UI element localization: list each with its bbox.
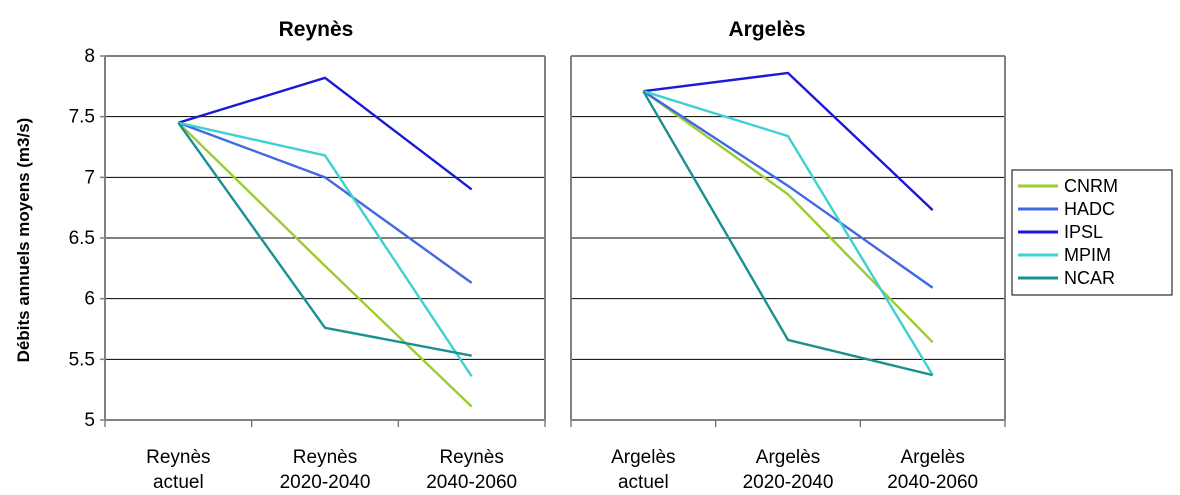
x-tick-label: Reynès — [146, 447, 210, 468]
series-line-ipsl — [643, 73, 932, 210]
y-axis-label: Débits annuels moyens (m3/s) — [14, 118, 33, 363]
x-tick-label: 2040-2060 — [887, 472, 978, 493]
legend-label: HADC — [1064, 199, 1115, 219]
x-category-label: Argelès 2040-2060 — [887, 447, 978, 493]
series-line-hadc — [643, 91, 932, 288]
y-tick-label: 8 — [84, 46, 95, 67]
series-line-ncar — [178, 123, 471, 356]
x-tick-label: Argelès — [900, 447, 964, 468]
panel-2: ArgelèsArgelèsactuelArgelès2020-2040Arge… — [571, 18, 1005, 493]
x-category-label: Reynès 2020-2040 — [280, 447, 371, 493]
y-tick-label: 7.5 — [69, 107, 95, 128]
series-line-cnrm — [178, 123, 471, 407]
y-tick-label: 7 — [84, 167, 95, 188]
series-line-ncar — [643, 91, 932, 375]
legend-label: MPIM — [1064, 245, 1111, 265]
x-tick-label: actuel — [618, 472, 669, 493]
series-line-hadc — [178, 123, 471, 283]
y-tick-label: 6 — [84, 289, 95, 310]
x-tick-label: Reynès — [293, 447, 357, 468]
x-category-label: Reynès 2040-2060 — [426, 447, 517, 493]
x-category-label: Reynès actuel — [146, 447, 210, 493]
series-line-mpim — [178, 123, 471, 377]
x-tick-label: actuel — [153, 472, 204, 493]
legend-label: CNRM — [1064, 176, 1118, 196]
x-tick-label: Argelès — [756, 447, 820, 468]
series-line-mpim — [643, 91, 932, 375]
x-category-label: Argelès actuel — [611, 447, 675, 493]
panels-layer: Reynès 5 5.5 6 6.5 7 7.5 8 Reynès actuel Reynès 202… — [69, 18, 1005, 493]
legend: CNRM HADC IPSL MPIM NCAR — [1012, 170, 1172, 295]
panel-1: Reynès 5 5.5 6 6.5 7 7.5 8 Reynès actuel Reynès 202… — [69, 18, 545, 493]
x-tick-label: 2020-2040 — [743, 472, 834, 493]
panel-title: Reynès — [279, 18, 354, 41]
x-category-label: Argelès 2020-2040 — [743, 447, 834, 493]
y-tick-label: 5.5 — [69, 349, 95, 370]
x-tick-label: Argelès — [611, 447, 675, 468]
x-tick-label: 2020-2040 — [280, 472, 371, 493]
x-tick-label: Reynès — [439, 447, 503, 468]
panel-title: Argelès — [728, 18, 805, 41]
y-tick-label: 6.5 — [69, 228, 95, 249]
y-tick-label: 5 — [84, 410, 95, 431]
legend-label: IPSL — [1064, 222, 1103, 242]
legend-label: NCAR — [1064, 268, 1115, 288]
x-tick-label: 2040-2060 — [426, 472, 517, 493]
